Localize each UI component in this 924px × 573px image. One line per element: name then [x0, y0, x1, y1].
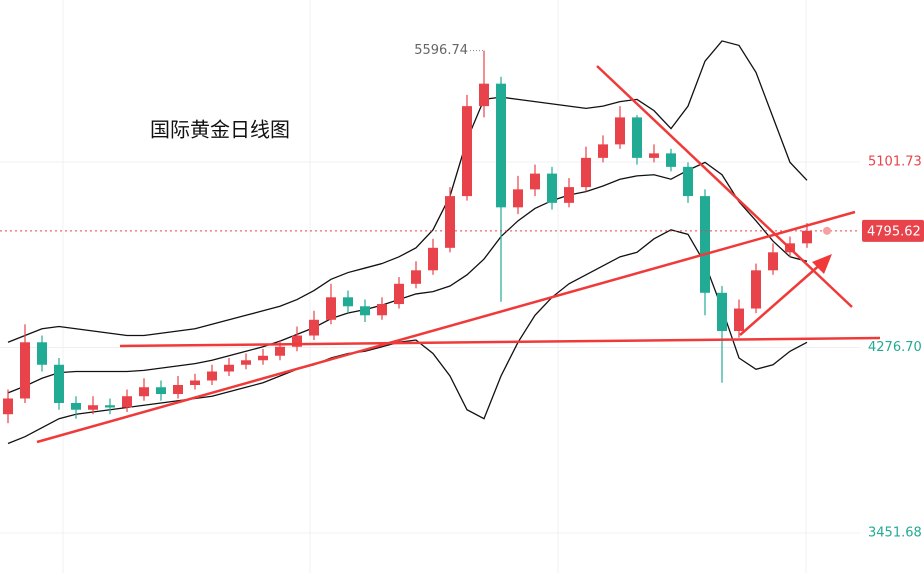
candle-body: [751, 270, 761, 309]
candle-body: [377, 304, 387, 316]
candle-body: [173, 384, 183, 394]
y-tick-label: 4276.70: [868, 340, 922, 355]
candle-body: [105, 405, 115, 408]
candle-body: [581, 157, 591, 188]
candle-body: [3, 398, 13, 415]
candle-body: [394, 283, 404, 305]
candle-body: [207, 371, 217, 381]
candle-body: [156, 387, 166, 394]
candle-body: [275, 346, 285, 356]
band-line: [7, 40, 808, 343]
candle-body: [496, 83, 506, 208]
candle-body: [734, 308, 744, 332]
high-label: 5596.74: [414, 43, 468, 58]
trend-line: [119, 336, 881, 348]
last-price-tag: [862, 219, 924, 242]
candle-body: [88, 405, 98, 410]
arrow-line: [739, 262, 823, 336]
chart-title: 国际黄金日线图: [150, 118, 290, 142]
last-price-label: 4795.62: [867, 224, 921, 239]
trend-line: [36, 210, 856, 444]
y-tick-label: 3451.68: [868, 526, 922, 541]
candle-body: [309, 319, 319, 336]
candle-body: [241, 360, 251, 365]
y-tick-label: 5101.73: [868, 154, 922, 169]
candle-body: [700, 196, 710, 293]
candle-body: [343, 297, 353, 307]
candle-body: [20, 342, 30, 399]
band-line: [7, 161, 808, 394]
candle-body: [598, 144, 608, 158]
candle-body: [717, 292, 727, 332]
price-axis: 5101.73 4276.70 3451.68 4795.62: [862, 154, 924, 541]
candle-body: [802, 230, 812, 244]
candle-body: [360, 306, 370, 316]
candle-body: [649, 153, 659, 158]
candle-body: [428, 247, 438, 271]
candle-body: [139, 387, 149, 397]
candle-body: [513, 189, 523, 208]
candle-body: [615, 117, 625, 145]
candle-body: [768, 252, 778, 271]
candle-body: [683, 166, 693, 197]
candle-body: [71, 402, 81, 410]
candle-body: [190, 380, 200, 385]
candle-body: [564, 187, 574, 203]
last-price-dot: [823, 226, 831, 235]
grid: [62, 0, 807, 573]
arrow-head: [812, 254, 832, 274]
plot: 5596.74: [0, 40, 860, 534]
candle-body: [258, 355, 268, 361]
candle-body: [462, 106, 472, 197]
candle-body: [37, 342, 47, 365]
candle-body: [292, 335, 302, 347]
candle-body: [54, 364, 64, 403]
candle-body: [547, 173, 557, 203]
candle-body: [122, 396, 132, 408]
trend-line: [596, 65, 853, 308]
candle-body: [224, 364, 234, 372]
candle-body: [666, 153, 676, 167]
trend-lines: [36, 65, 881, 444]
candle-body: [479, 83, 489, 107]
candle-body: [411, 270, 421, 284]
candle-body: [445, 196, 455, 248]
band-line: [7, 229, 808, 445]
candle-body: [632, 117, 642, 158]
candle-body: [326, 297, 336, 320]
candle-body: [530, 173, 540, 190]
